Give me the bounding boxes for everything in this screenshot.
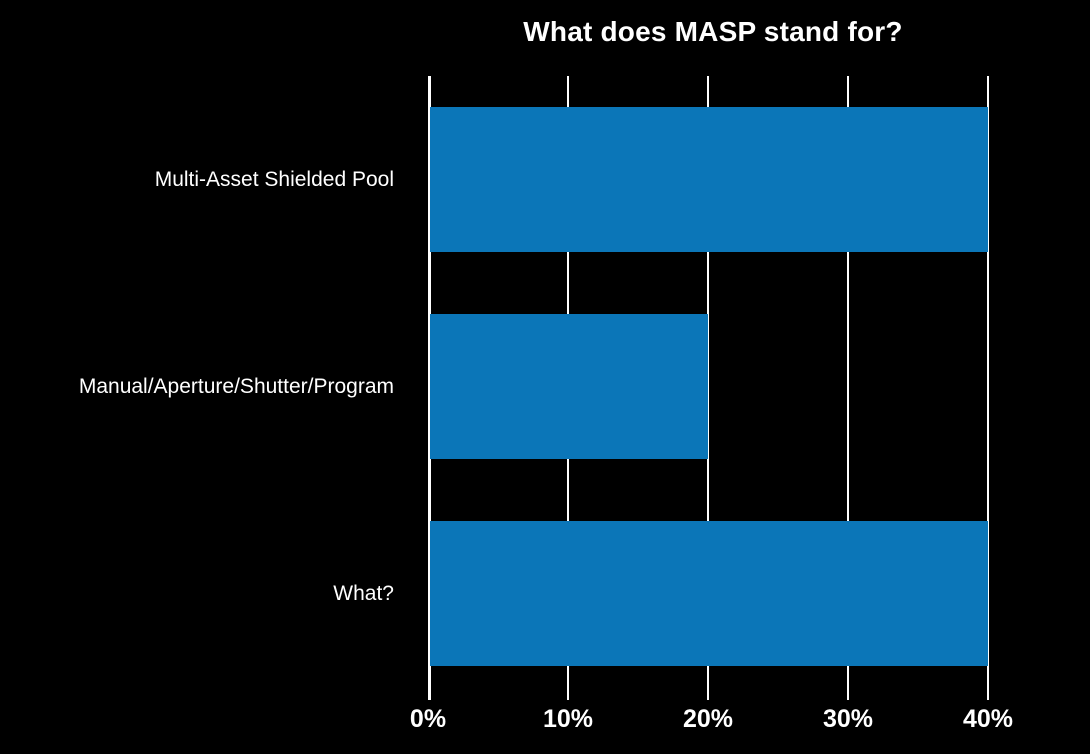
x-tick-label-0pct: 0% xyxy=(409,705,447,733)
category-axis: Multi-Asset Shielded Pool Manual/Aperture… xyxy=(0,76,394,697)
category-label-1: Multi-Asset Shielded Pool xyxy=(154,167,394,191)
category-label-2: Manual/Aperture/Shutter/Program xyxy=(78,374,394,398)
x-tick-label-10pct: 10% xyxy=(542,705,594,733)
bar-option-2 xyxy=(430,314,708,459)
gridline-20pct xyxy=(707,76,709,700)
plot-area xyxy=(428,76,1050,700)
x-tick-label-40pct: 40% xyxy=(962,705,1014,733)
bar-option-3 xyxy=(430,521,988,666)
bar-option-1 xyxy=(430,107,988,252)
gridline-30pct xyxy=(847,76,849,700)
x-tick-label-20pct: 20% xyxy=(682,705,734,733)
value-axis: 0% 10% 20% 30% 40% xyxy=(0,705,1090,745)
gridline-40pct xyxy=(987,76,989,700)
category-label-3: What? xyxy=(333,581,394,605)
x-tick-label-30pct: 30% xyxy=(822,705,874,733)
y-axis-line xyxy=(428,76,431,700)
chart-title: What does MASP stand for? xyxy=(523,16,903,47)
